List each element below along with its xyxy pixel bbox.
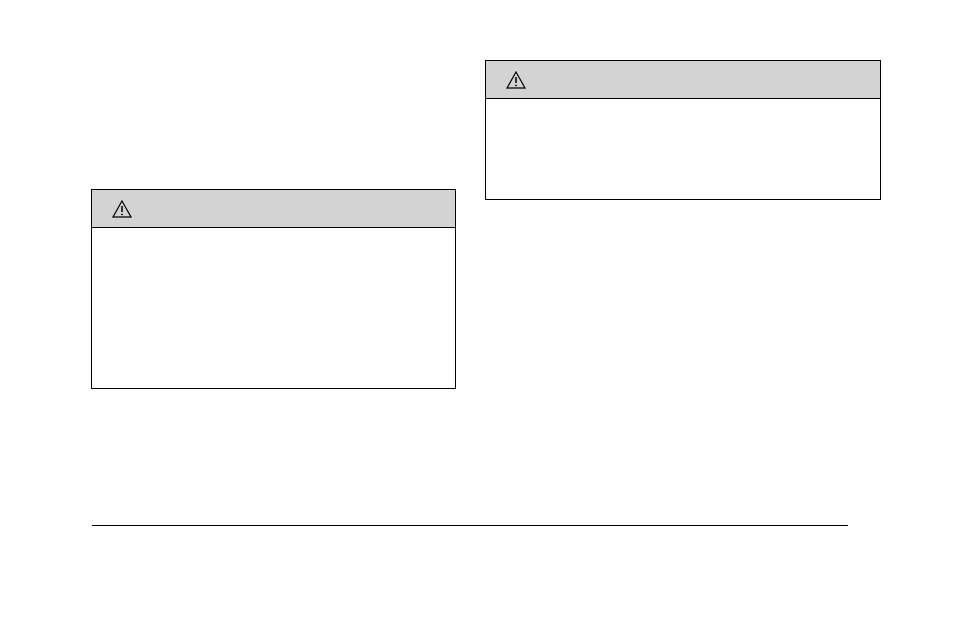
warning-box-2 xyxy=(91,189,456,389)
warning-triangle-icon xyxy=(112,200,132,218)
warning-body-2 xyxy=(92,228,455,388)
warning-triangle-icon xyxy=(506,71,526,89)
warning-header-2 xyxy=(92,190,455,228)
divider-line xyxy=(92,525,848,526)
warning-body-1 xyxy=(486,99,880,199)
warning-box-1 xyxy=(485,60,881,200)
warning-header-1 xyxy=(486,61,880,99)
